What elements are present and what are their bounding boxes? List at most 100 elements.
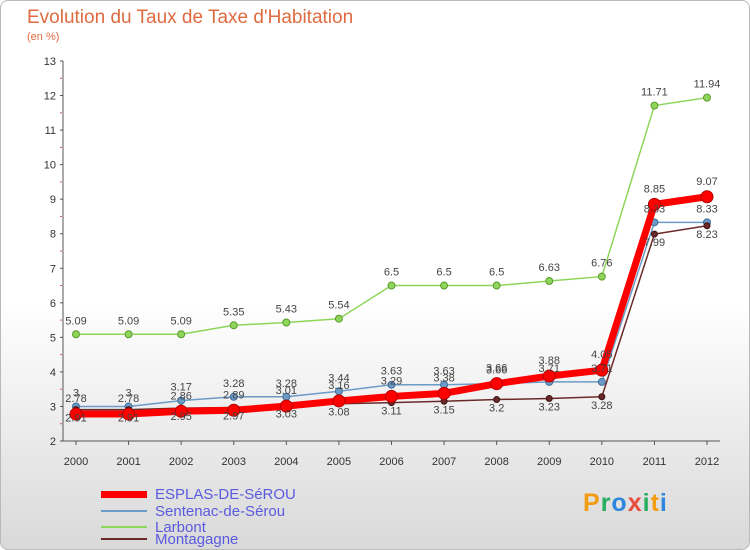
data-point	[595, 363, 609, 377]
y-tick-label: 7	[50, 263, 56, 275]
data-point	[700, 190, 714, 204]
legend-item-montagagne: Montagagne	[101, 530, 239, 548]
data-point	[72, 330, 80, 339]
y-tick-label: 5	[50, 332, 56, 344]
data-label: 3	[126, 387, 132, 399]
legend-item-larbont: Larbont	[101, 518, 206, 536]
data-label: 3.01	[276, 385, 297, 397]
data-label: 5.09	[65, 315, 86, 327]
x-tick-label: 2010	[590, 456, 614, 468]
x-tick-label: 2001	[116, 456, 140, 468]
data-label: 6.63	[539, 262, 560, 274]
data-label: 3.63	[381, 366, 402, 378]
data-label: 3.44	[328, 372, 349, 384]
x-tick-label: 2006	[379, 456, 403, 468]
legend-swatch	[101, 490, 147, 498]
data-label: 2.86	[170, 390, 191, 402]
data-label: 2.95	[170, 411, 191, 423]
data-label: 8.33	[644, 203, 665, 215]
data-label: 3.17	[170, 382, 191, 394]
data-point	[703, 222, 711, 230]
x-tick-label: 2000	[64, 456, 88, 468]
data-label: 3.66	[486, 365, 507, 377]
legend-swatch	[101, 510, 147, 512]
data-label: 11.71	[641, 87, 668, 99]
data-point	[545, 395, 553, 403]
logo-letter: x	[627, 489, 643, 517]
x-tick-label: 2008	[484, 456, 508, 468]
data-point	[440, 281, 449, 290]
data-label: 5.09	[118, 315, 139, 327]
x-tick-label: 2003	[222, 456, 246, 468]
data-label: 3	[73, 387, 79, 399]
x-tick-label: 2007	[432, 456, 456, 468]
y-tick-label: 11	[45, 125, 56, 137]
data-label: 5.35	[223, 306, 244, 318]
legend-item-sentenac: Sentenac-de-Sérou	[101, 503, 285, 520]
data-point	[385, 389, 398, 403]
data-label: 3.2	[489, 403, 504, 415]
data-label: 2.97	[223, 410, 244, 422]
data-point	[124, 330, 133, 339]
data-label: 6.5	[436, 267, 451, 279]
data-label: 2.91	[65, 413, 86, 425]
data-point	[122, 407, 136, 421]
data-label: 5.54	[328, 300, 349, 312]
data-point	[177, 330, 186, 339]
y-tick-label: 10	[44, 160, 56, 172]
data-point	[69, 407, 83, 421]
legend-label: Montagagne	[155, 530, 239, 548]
y-tick-label: 9	[50, 194, 56, 206]
data-point	[598, 393, 606, 401]
data-label: 3.71	[591, 363, 612, 375]
data-label: 6.76	[591, 258, 612, 270]
y-tick-label: 3	[50, 401, 56, 413]
data-point	[229, 392, 238, 401]
data-point	[493, 396, 501, 404]
data-label: 3.08	[328, 407, 349, 419]
data-point	[227, 403, 241, 417]
x-tick-label: 2012	[695, 456, 719, 468]
chart-title: Evolution du Taux de Taxe d'Habitation	[27, 7, 354, 28]
data-label: 5.43	[276, 304, 297, 316]
x-tick-label: 2011	[643, 456, 667, 468]
data-point	[545, 277, 554, 286]
data-label: 3.38	[433, 372, 454, 384]
data-point	[650, 101, 659, 110]
data-label: 3.23	[539, 402, 560, 414]
x-tick-label: 2009	[537, 456, 561, 468]
y-tick-label: 6	[50, 298, 56, 310]
proxiti-logo: Proxiti	[583, 489, 668, 518]
y-tick-label: 13	[44, 56, 56, 68]
data-point	[647, 197, 661, 211]
data-label: 3.88	[539, 355, 560, 367]
data-point	[703, 93, 711, 102]
data-label: 3.28	[223, 378, 244, 390]
data-point	[650, 230, 658, 238]
data-label: 3.03	[276, 408, 297, 420]
y-tick-label: 4	[50, 367, 56, 379]
data-point	[492, 281, 501, 290]
x-tick-label: 2002	[169, 456, 193, 468]
legend-label: Larbont	[155, 518, 206, 536]
data-label: 3.63	[433, 366, 454, 378]
data-point	[332, 394, 346, 408]
logo-letter: o	[611, 489, 628, 517]
legend-item-esplas: ESPLAS-DE-SéROU	[101, 486, 296, 503]
data-label: 3.28	[276, 378, 297, 390]
chart-subtitle: (en %)	[27, 31, 60, 43]
data-label: 11.94	[694, 79, 721, 91]
data-point	[174, 404, 188, 418]
data-label: 2.78	[118, 393, 139, 405]
data-label: 2.91	[118, 413, 139, 425]
data-label: 3.29	[381, 375, 402, 387]
data-point	[387, 380, 396, 389]
x-tick-label: 2004	[274, 456, 298, 468]
data-label: 3.11	[381, 406, 402, 418]
data-label: 3.16	[328, 380, 349, 392]
data-point	[334, 314, 343, 323]
data-label: 8.23	[696, 229, 717, 241]
data-label: 7.99	[644, 237, 665, 249]
data-label: 2.89	[223, 389, 244, 401]
